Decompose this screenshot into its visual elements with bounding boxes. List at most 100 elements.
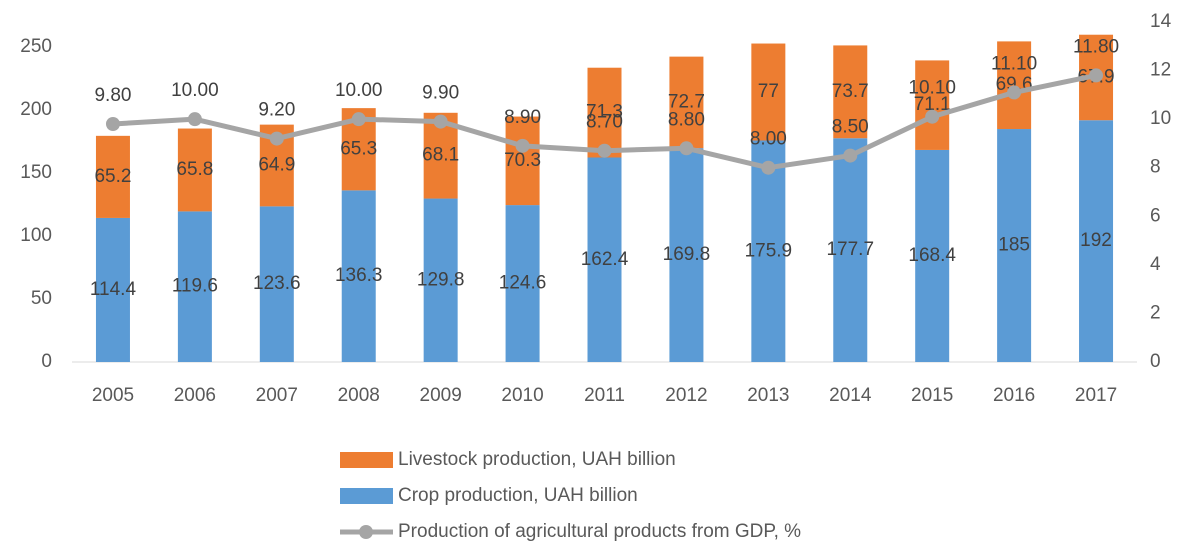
y2-tick-label: 10: [1150, 108, 1171, 129]
bar: [259, 206, 294, 362]
y2-tick-label: 8: [1150, 157, 1161, 178]
y2-tick-label: 4: [1150, 254, 1161, 275]
x-tick-label: 2006: [174, 385, 216, 406]
line-marker: [761, 160, 776, 175]
y2-tick-label: 12: [1150, 60, 1171, 81]
x-tick-label: 2007: [256, 385, 298, 406]
legend-swatch-marker: [359, 525, 373, 539]
legend-label: Crop production, UAH billion: [398, 485, 638, 506]
bar: [669, 56, 704, 149]
data-label: 168.4: [908, 245, 956, 266]
line-marker: [105, 117, 120, 131]
data-label: 162.4: [581, 249, 629, 270]
x-tick-label: 2017: [1075, 385, 1117, 406]
data-label: 73.7: [832, 81, 869, 102]
bar: [997, 129, 1032, 362]
line-marker: [597, 143, 612, 158]
data-label: 114.4: [90, 279, 137, 300]
y-tick-label: 0: [41, 351, 52, 372]
bar: [177, 128, 212, 212]
bar: [915, 60, 950, 150]
data-label: 192: [1080, 230, 1112, 251]
bar: [1079, 120, 1114, 362]
line-label: 8.70: [586, 112, 623, 133]
data-label: 185: [998, 235, 1030, 256]
bar: [587, 67, 622, 158]
data-label: 77: [758, 81, 779, 102]
data-label: 136.3: [335, 265, 383, 286]
line-label: 10.10: [908, 78, 956, 99]
x-tick-label: 2013: [747, 385, 789, 406]
line-marker: [351, 112, 366, 127]
bar: [505, 205, 540, 362]
data-label: 175.9: [745, 240, 793, 261]
y2-tick-label: 2: [1150, 302, 1161, 323]
x-tick-label: 2011: [584, 385, 625, 406]
x-tick-label: 2005: [92, 385, 134, 406]
line-label: 8.80: [668, 109, 705, 130]
bar: [833, 45, 868, 139]
bar: [505, 116, 540, 206]
line-label: 9.20: [258, 100, 295, 121]
line-marker: [843, 148, 858, 163]
bar: [341, 190, 376, 362]
data-label: 70.3: [504, 150, 541, 171]
line-label: 11.10: [991, 53, 1037, 74]
line-marker: [515, 138, 530, 153]
data-label: 72.7: [668, 91, 705, 112]
bar: [423, 198, 458, 362]
line-marker: [433, 114, 448, 129]
bar: [997, 41, 1032, 130]
bar: [587, 157, 622, 362]
x-tick-label: 2012: [665, 385, 707, 406]
x-tick-label: 2014: [829, 385, 872, 406]
line-marker: [187, 112, 202, 127]
x-tick-label: 2010: [501, 385, 543, 406]
line-label: 9.90: [422, 83, 459, 104]
bar: [751, 140, 786, 362]
data-label: 65.8: [176, 159, 213, 180]
x-tick-label: 2016: [993, 385, 1035, 406]
data-label: 65.3: [340, 138, 377, 159]
bar: [915, 149, 950, 362]
data-label: 119.6: [172, 276, 218, 297]
bar: [669, 148, 704, 362]
data-label: 129.8: [417, 269, 465, 290]
y-tick-label: 150: [20, 162, 52, 183]
line-label: 11.80: [1073, 36, 1119, 57]
line-marker: [925, 109, 940, 124]
y2-tick-label: 14: [1150, 11, 1172, 32]
legend-swatch: [340, 452, 393, 468]
line-label: 8.50: [832, 117, 869, 138]
line-marker: [1089, 68, 1104, 83]
x-tick-label: 2009: [420, 385, 462, 406]
y2-tick-label: 6: [1150, 205, 1161, 226]
x-tick-label: 2008: [338, 385, 380, 406]
data-label: 64.9: [258, 155, 295, 176]
line-label: 10.00: [171, 80, 219, 101]
y-tick-label: 250: [20, 36, 52, 57]
line-marker: [269, 131, 284, 146]
bar: [95, 135, 130, 218]
line-label: 9.80: [94, 85, 131, 106]
x-tick-label: 2015: [911, 385, 953, 406]
data-label: 124.6: [499, 273, 547, 294]
bar: [751, 43, 786, 141]
legend-label: Production of agricultural products from…: [398, 521, 801, 542]
y-tick-label: 100: [20, 225, 52, 246]
legend-swatch: [340, 488, 393, 504]
line-label: 8.90: [504, 107, 541, 128]
data-label: 71.3: [586, 102, 623, 123]
bar: [177, 211, 212, 362]
bar: [833, 138, 868, 362]
bar: [95, 217, 130, 362]
y-tick-label: 50: [31, 288, 52, 309]
y2-tick-label: 0: [1150, 351, 1161, 372]
line-label: 10.00: [335, 80, 383, 101]
line-marker: [1007, 85, 1022, 100]
line-label: 8.00: [750, 129, 787, 150]
data-label: 68.1: [422, 145, 459, 166]
data-label: 123.6: [253, 273, 301, 294]
legend-label: Livestock production, UAH billion: [398, 449, 676, 470]
